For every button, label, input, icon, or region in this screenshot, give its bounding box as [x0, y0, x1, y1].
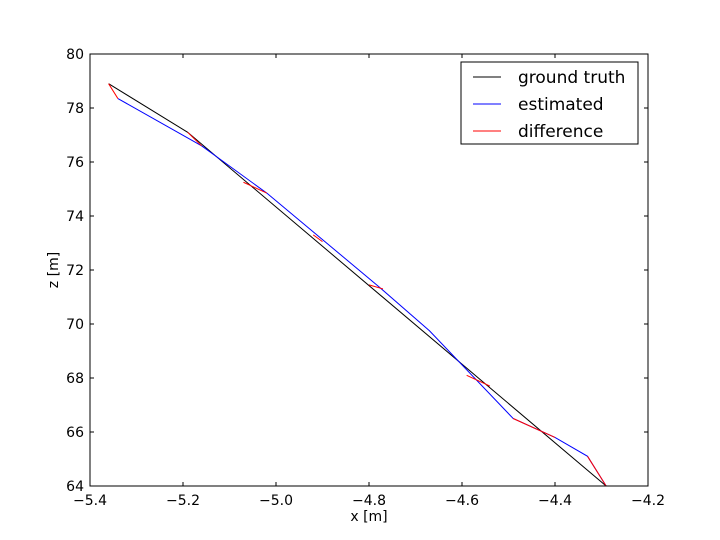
legend-label-difference: difference — [518, 122, 603, 142]
series-segment-difference-3 — [312, 234, 323, 243]
y-tick-label: 70 — [66, 317, 84, 333]
series-segment-difference-0 — [108, 83, 119, 99]
ticks-layer: −5.4 −5.2 −5.0 −4.8 −4.6 −4.4 −4.2 64 66 68 70 72 74… — [66, 47, 665, 509]
x-tick-label: −4.8 — [352, 493, 386, 509]
series-segment-difference-5 — [466, 374, 491, 387]
legend-label-estimated: estimated — [518, 95, 604, 115]
y-tick-label: 76 — [66, 155, 84, 171]
series-segment-difference-6 — [512, 418, 556, 438]
x-tick-label: −5.2 — [166, 493, 200, 509]
y-tick-label: 80 — [66, 47, 84, 63]
y-axis-label: z [m] — [46, 252, 62, 288]
series-segment-difference-1 — [187, 131, 202, 147]
series-line-estimated — [117, 98, 607, 487]
y-tick-label: 72 — [66, 263, 84, 279]
x-axis-label: x [m] — [350, 509, 387, 525]
x-tick-label: −4.6 — [445, 493, 479, 509]
x-tick-label: −4.4 — [538, 493, 572, 509]
series-layer — [108, 83, 607, 487]
legend-box — [460, 61, 639, 145]
series-segment-difference-7 — [587, 456, 607, 487]
x-tick-label: −5.0 — [259, 493, 293, 509]
y-tick-label: 68 — [66, 371, 84, 387]
y-tick-label: 74 — [66, 209, 84, 225]
y-tick-label: 66 — [66, 425, 84, 441]
plot-frame — [89, 53, 649, 487]
x-tick-label: −4.2 — [631, 493, 665, 509]
y-tick-label: 78 — [66, 101, 84, 117]
y-tick-label: 64 — [66, 479, 84, 495]
legend-label-ground-truth: ground truth — [518, 68, 625, 88]
series-segment-difference-2 — [243, 181, 267, 194]
series-segment-difference-4 — [368, 284, 384, 290]
x-tick-label: −5.4 — [73, 493, 107, 509]
legend: ground truth estimated difference — [460, 61, 639, 145]
